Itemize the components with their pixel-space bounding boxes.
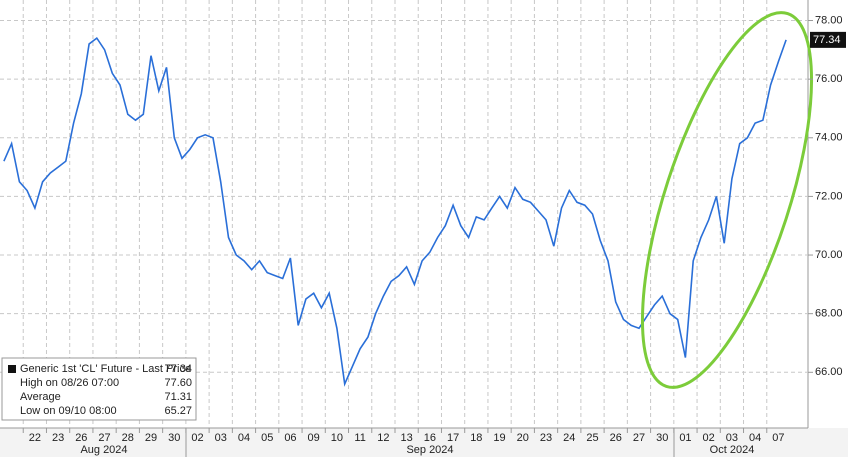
- month-label: Sep 2024: [406, 444, 453, 456]
- x-tick-label: 01: [679, 432, 691, 444]
- x-tick-label: 24: [563, 432, 575, 444]
- y-tick-label: 74.00: [815, 132, 843, 144]
- x-tick-label: 05: [261, 432, 273, 444]
- last-price-tag: [810, 31, 846, 48]
- x-tick-label: 17: [447, 432, 459, 444]
- x-tick-label: 03: [215, 432, 227, 444]
- x-tick-label: 20: [517, 432, 529, 444]
- stat-label: Average: [20, 391, 61, 403]
- x-tick-label: 04: [238, 432, 250, 444]
- stat-value: 77.60: [164, 377, 192, 389]
- y-tick-label: 68.00: [815, 308, 843, 320]
- x-tick-label: 10: [331, 432, 343, 444]
- x-tick-label: 25: [586, 432, 598, 444]
- stat-value: 71.31: [164, 391, 192, 403]
- x-tick-label: 13: [400, 432, 412, 444]
- x-tick-label: 03: [726, 432, 738, 444]
- x-tick-label: 12: [377, 432, 389, 444]
- y-tick-label: 66.00: [815, 366, 843, 378]
- price-line: [3, 36, 787, 387]
- x-tick-label: 11: [354, 432, 365, 444]
- x-tick-label: 30: [656, 432, 668, 444]
- x-tick-label: 16: [424, 432, 436, 444]
- x-tick-label: 29: [145, 432, 157, 444]
- y-tick-label: 70.00: [815, 249, 843, 261]
- y-tick-label: 72.00: [815, 190, 843, 202]
- x-axis-band: [0, 428, 848, 457]
- x-tick-label: 06: [284, 432, 296, 444]
- y-tick-label: 78.00: [815, 14, 843, 26]
- month-label: Aug 2024: [80, 444, 127, 456]
- x-tick-label: 07: [772, 432, 784, 444]
- legend-label: Generic 1st 'CL' Future - Last Price: [20, 363, 191, 375]
- x-tick-label: 04: [749, 432, 761, 444]
- grid: [0, 0, 808, 428]
- x-tick-label: 22: [29, 432, 41, 444]
- x-tick-label: 27: [633, 432, 645, 444]
- x-tick-label: 26: [610, 432, 622, 444]
- stat-label: Low on 09/10 08:00: [20, 405, 117, 417]
- stat-value: 65.27: [164, 405, 192, 417]
- x-tick-label: 23: [52, 432, 64, 444]
- x-tick-label: 18: [470, 432, 482, 444]
- x-tick-label: 27: [98, 432, 110, 444]
- plot: [3, 36, 787, 387]
- legend: Generic 1st 'CL' Future - Last Price 77.…: [1, 357, 197, 421]
- x-tick-label: 23: [540, 432, 552, 444]
- highlight-ellipse: [640, 11, 814, 389]
- x-tick-label: 02: [703, 432, 715, 444]
- y-tick-label: 76.00: [815, 73, 843, 85]
- x-tick-label: 30: [168, 432, 180, 444]
- legend-box: [1, 357, 197, 421]
- x-tick-label: 26: [75, 432, 87, 444]
- x-tick-label: 19: [493, 432, 505, 444]
- x-tick-label: 02: [191, 432, 203, 444]
- legend-swatch: [8, 365, 16, 373]
- stat-label: High on 08/26 07:00: [20, 377, 119, 389]
- month-label: Oct 2024: [710, 444, 755, 456]
- x-tick-label: 28: [122, 432, 134, 444]
- x-tick-label: 09: [308, 432, 320, 444]
- last-price-label: 77.34: [813, 34, 841, 46]
- legend-value: 77.34: [164, 363, 192, 375]
